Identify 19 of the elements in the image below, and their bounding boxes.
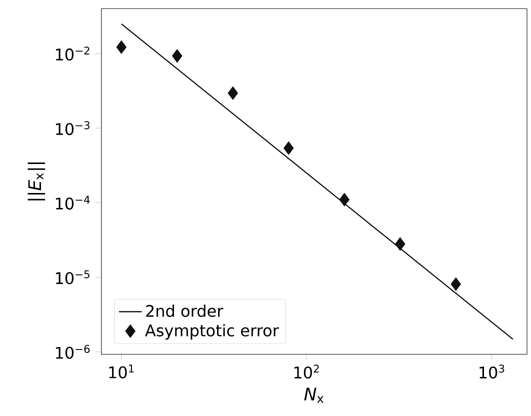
point	[228, 86, 238, 100]
point	[450, 277, 461, 291]
y-tick-label: 10$^{−6}$	[56, 344, 90, 359]
legend-label: 2nd order	[146, 304, 224, 317]
y-tick-label: 10$^{−4}$	[56, 196, 90, 210]
point	[172, 49, 182, 62]
legend-label: Asymptotic error	[145, 324, 279, 340]
point	[395, 237, 406, 250]
point	[284, 141, 294, 155]
point	[339, 192, 350, 206]
y-tick-label: 10$^{−2}$	[56, 46, 90, 60]
point	[116, 40, 126, 54]
x-tick-label: 10$^{1}$	[109, 364, 134, 378]
x-axis-title: N$_{x}$	[304, 388, 324, 403]
x-tick-label: 10$^{3}$	[480, 364, 504, 378]
y-axis-title: ||E$_{x}$||	[28, 162, 46, 200]
x-tick-label: 10$^{2}$	[294, 364, 319, 378]
y-tick-label: 10$^{−3}$	[56, 121, 90, 135]
y-tick-label: 10$^{−5}$	[56, 270, 90, 284]
